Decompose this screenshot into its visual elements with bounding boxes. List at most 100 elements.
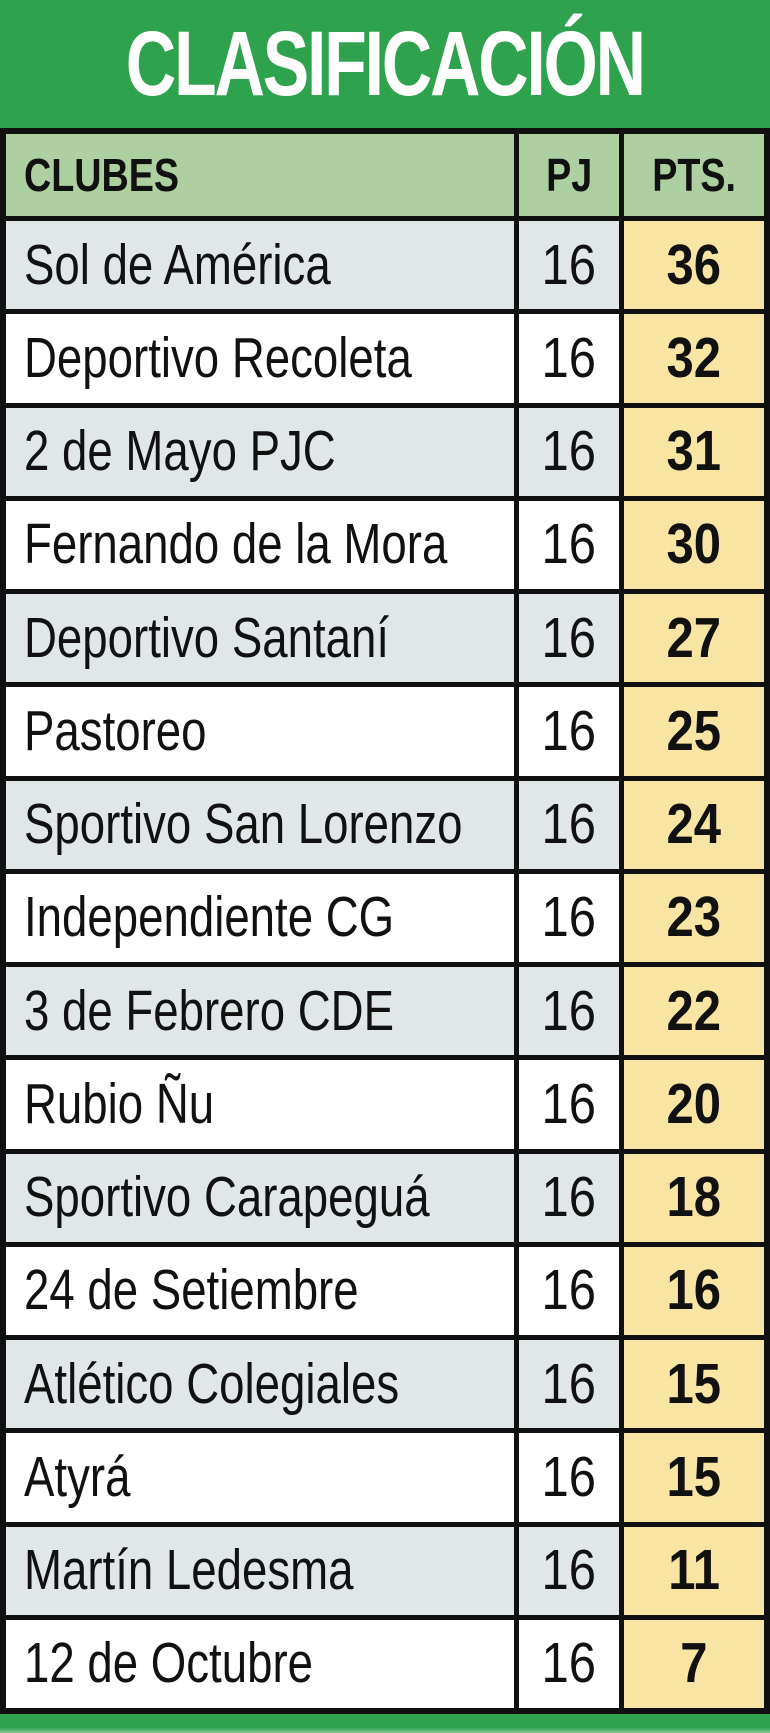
pts-cell: 27 [624,594,764,683]
table-row: 12 de Octubre 16 7 [6,1614,764,1708]
pts-cell: 11 [624,1526,764,1615]
club-name: Fernando de la Mora [24,512,448,577]
club-name: Deportivo Santaní [24,605,390,670]
pj-cell: 16 [519,1060,624,1149]
pj-cell: 16 [519,314,624,403]
pts-cell: 22 [624,967,764,1056]
pts-value: 15 [666,1444,722,1509]
col-header-clubes: CLUBES [24,149,180,201]
club-name-cell: 24 de Setiembre [6,1246,519,1335]
club-name-cell: Sportivo San Lorenzo [6,780,519,869]
pj-cell: 16 [519,594,624,683]
pts-value: 15 [666,1351,722,1416]
pj-cell: 16 [519,221,624,310]
pj-value: 16 [541,1631,597,1696]
pj-value: 16 [541,232,597,297]
pts-cell: 15 [624,1340,764,1429]
standings-table: CLUBES PJ PTS. Sol de América 16 36 Depo… [0,128,770,1714]
pts-value: 30 [666,512,722,577]
pts-value: 20 [666,1071,722,1136]
pts-value: 11 [668,1538,720,1603]
bottom-green-bar [0,1714,770,1733]
club-name-cell: Independiente CG [6,873,519,962]
club-name: Independiente CG [24,885,395,950]
pj-cell: 16 [519,780,624,869]
club-name-cell: Atlético Colegiales [6,1340,519,1429]
pts-value: 16 [666,1258,722,1323]
club-name: Atlético Colegiales [24,1351,400,1416]
pj-value: 16 [541,419,597,484]
pj-cell: 16 [519,1153,624,1242]
club-name-cell: Deportivo Santaní [6,594,519,683]
pj-value: 16 [541,512,597,577]
pts-value: 25 [666,698,722,763]
pj-value: 16 [541,325,597,390]
club-name: 2 de Mayo PJC [24,419,336,484]
pj-value: 16 [541,1351,597,1416]
pj-cell: 16 [519,687,624,776]
table-row: Atyrá 16 15 [6,1428,764,1522]
pj-value: 16 [541,792,597,857]
col-header-pj-cell: PJ [519,134,624,216]
club-name-cell: 3 de Febrero CDE [6,967,519,1056]
club-name: Pastoreo [24,698,207,763]
pts-cell: 20 [624,1060,764,1149]
club-name: Rubio Ñu [24,1071,215,1136]
pts-cell: 23 [624,873,764,962]
pj-cell: 16 [519,1340,624,1429]
pj-cell: 16 [519,1526,624,1615]
pts-cell: 18 [624,1153,764,1242]
table-row: Martín Ledesma 16 11 [6,1521,764,1615]
pj-cell: 16 [519,1246,624,1335]
club-name: Sol de América [24,232,331,297]
pj-cell: 16 [519,967,624,1056]
pj-value: 16 [541,1165,597,1230]
table-row: Fernando de la Mora 16 30 [6,495,764,589]
pts-cell: 30 [624,500,764,589]
club-name: Sportivo San Lorenzo [24,792,463,857]
table-row: Sportivo Carapeguá 16 18 [6,1148,764,1242]
pts-cell: 36 [624,221,764,310]
pts-cell: 32 [624,314,764,403]
pj-cell: 16 [519,1433,624,1522]
pj-value: 16 [541,698,597,763]
pts-value: 22 [666,978,722,1043]
pj-value: 16 [541,1258,597,1323]
page-title: CLASIFICACIÓN [125,13,646,115]
pj-value: 16 [541,1444,597,1509]
pts-value: 36 [666,232,722,297]
club-name: 24 de Setiembre [24,1258,359,1323]
pj-value: 16 [541,605,597,670]
col-header-pts: PTS. [652,149,736,201]
club-name: Deportivo Recoleta [24,325,412,390]
club-name-cell: Fernando de la Mora [6,500,519,589]
club-name: Atyrá [24,1444,131,1509]
pj-cell: 16 [519,1619,624,1708]
club-name: 3 de Febrero CDE [24,978,395,1043]
table-row: Deportivo Santaní 16 27 [6,589,764,683]
table-row: Rubio Ñu 16 20 [6,1055,764,1149]
table-row: 3 de Febrero CDE 16 22 [6,962,764,1056]
pts-cell: 7 [624,1619,764,1708]
club-name: Sportivo Carapeguá [24,1165,430,1230]
table-row: 2 de Mayo PJC 16 31 [6,402,764,496]
pj-value: 16 [541,885,597,950]
table-row: Sol de América 16 36 [6,216,764,310]
pts-cell: 15 [624,1433,764,1522]
club-name-cell: Deportivo Recoleta [6,314,519,403]
pts-cell: 24 [624,780,764,869]
pts-value: 7 [680,1631,708,1696]
club-name-cell: 2 de Mayo PJC [6,407,519,496]
table-row: 24 de Setiembre 16 16 [6,1241,764,1335]
pj-cell: 16 [519,500,624,589]
pj-cell: 16 [519,407,624,496]
pts-value: 23 [666,885,722,950]
header-row: CLUBES PJ PTS. [6,134,764,216]
pts-cell: 31 [624,407,764,496]
pj-value: 16 [541,1538,597,1603]
col-header-pts-cell: PTS. [624,134,764,216]
pts-value: 18 [666,1165,722,1230]
table-row: Sportivo San Lorenzo 16 24 [6,775,764,869]
pts-value: 32 [666,325,722,390]
